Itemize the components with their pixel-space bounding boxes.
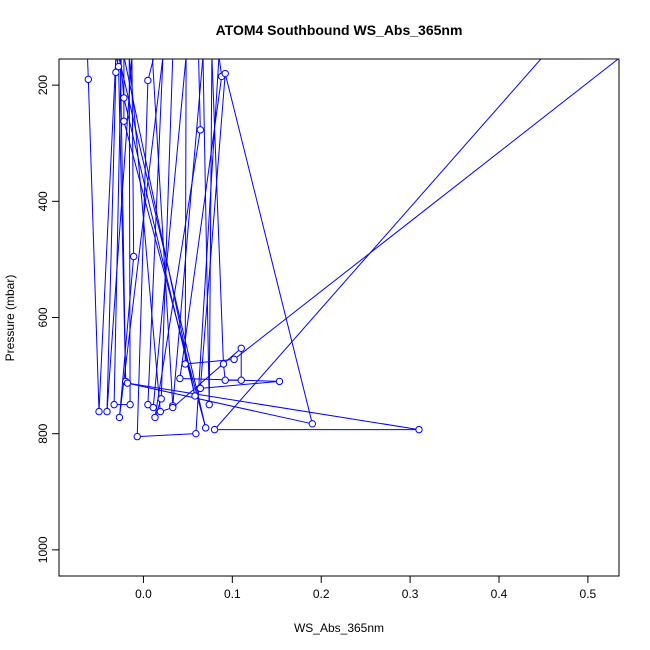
data-point: [205, 400, 213, 409]
series-segment: [195, 59, 220, 434]
series-segment: [233, 59, 619, 360]
x-axis: 0.0 0.1 0.2 0.3 0.4 0.5: [135, 576, 597, 601]
data-point: [169, 403, 177, 412]
series-layer: [84, 59, 619, 441]
x-axis-label: WS_Abs_365nm: [294, 621, 384, 635]
data-point: [308, 420, 317, 428]
data-point: [192, 429, 200, 438]
data-point: [123, 379, 132, 387]
x-tick-label: 0.5: [580, 587, 597, 601]
data-point: [129, 252, 138, 261]
series-segment: [147, 59, 164, 405]
data-point: [84, 75, 93, 84]
series-segment: [128, 59, 161, 412]
data-point: [237, 344, 245, 352]
series-segment: [214, 59, 542, 430]
y-tick-label: 600: [36, 307, 50, 327]
series-segment: [118, 59, 207, 428]
x-tick-label: 0.3: [402, 587, 419, 601]
data-point: [230, 355, 238, 364]
data-point: [110, 400, 118, 409]
data-point: [221, 69, 229, 78]
data-point: [120, 117, 128, 125]
series-segment: [152, 59, 174, 406]
series-segment: [147, 59, 154, 81]
series-segment: [87, 59, 89, 80]
data-point: [275, 377, 284, 386]
series-segment: [199, 73, 226, 389]
data-point: [201, 424, 210, 432]
y-tick-label: 200: [36, 75, 50, 95]
data-point: [115, 413, 124, 422]
series-segment: [224, 73, 313, 424]
data-point: [114, 62, 123, 71]
x-tick-label: 0.4: [491, 587, 508, 601]
data-point: [112, 68, 120, 77]
series-segment: [152, 59, 187, 408]
series-segment: [119, 59, 127, 382]
data-point: [196, 126, 205, 134]
data-point: [181, 360, 189, 368]
series-segment: [184, 59, 187, 364]
data-point: [237, 376, 245, 384]
data-point: [144, 76, 152, 85]
series-segment: [202, 59, 210, 405]
chart-title: ATOM4 Southbound WS_Abs_365nm: [216, 22, 463, 38]
data-point: [95, 407, 103, 416]
data-point: [176, 374, 184, 383]
series-segment: [208, 59, 213, 405]
x-tick-label: 0.2: [313, 587, 330, 601]
data-point: [210, 425, 219, 434]
data-point: [191, 392, 199, 400]
series-segment: [87, 79, 100, 412]
series-segment: [106, 72, 117, 412]
y-axis-label: Pressure (mbar): [3, 275, 17, 362]
series-segment: [128, 59, 131, 405]
data-point: [149, 403, 157, 412]
series-segment: [172, 59, 204, 406]
x-tick-label: 0.1: [224, 587, 241, 601]
x-tick-label: 0.0: [135, 587, 152, 601]
series-segment: [123, 59, 196, 397]
data-point: [156, 407, 165, 416]
data-point: [133, 432, 141, 441]
data-point: [196, 384, 205, 393]
series-segment: [118, 256, 135, 418]
data-point: [157, 395, 165, 403]
series-segment: [106, 59, 133, 412]
series-segment: [172, 347, 242, 408]
series-segment: [211, 59, 224, 364]
series-segment: [113, 59, 122, 405]
series-segment: [160, 59, 174, 399]
y-tick-label: 1000: [36, 536, 50, 563]
data-point: [415, 425, 423, 434]
y-tick-label: 800: [36, 423, 50, 443]
y-axis: 200 400 600 800 1000: [36, 75, 59, 563]
series-segment: [127, 382, 420, 431]
series-segment: [137, 433, 196, 438]
data-point: [221, 376, 229, 384]
series-segment: [123, 97, 196, 397]
series-segment: [200, 380, 280, 389]
series-segment: [136, 80, 149, 437]
data-point: [151, 413, 159, 422]
series-segment: [98, 59, 117, 412]
data-point: [103, 407, 111, 416]
y-tick-label: 400: [36, 191, 50, 211]
data-point: [126, 400, 134, 409]
plot-frame: [58, 58, 620, 577]
data-point: [120, 94, 128, 102]
data-point: [219, 360, 228, 368]
